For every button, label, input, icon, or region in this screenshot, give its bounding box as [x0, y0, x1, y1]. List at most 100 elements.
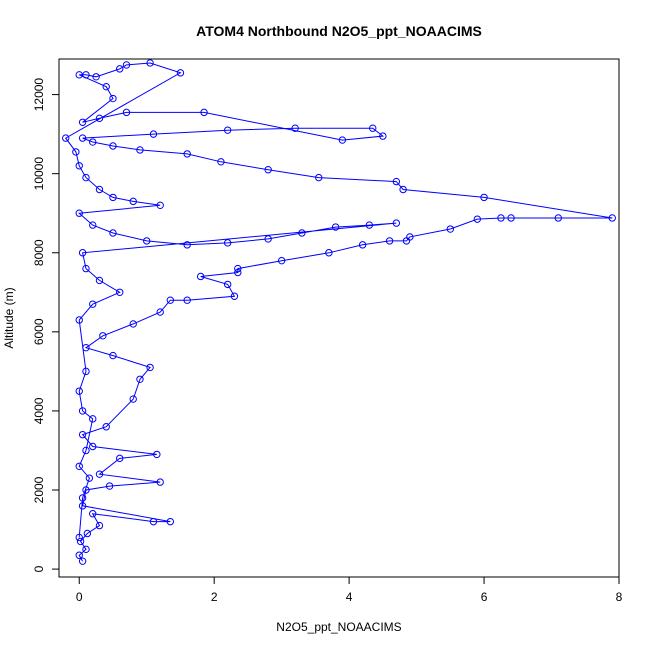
data-point	[183, 296, 191, 304]
series-line	[64, 62, 613, 562]
data-point	[223, 239, 232, 247]
data-point	[399, 185, 407, 194]
data-point	[146, 363, 154, 372]
data-point	[166, 296, 175, 304]
data-point	[116, 288, 124, 296]
data-point	[385, 237, 394, 245]
data-point	[331, 223, 340, 231]
data-point	[89, 300, 97, 308]
plot-frame	[58, 58, 620, 578]
data-point	[365, 221, 374, 229]
data-point	[83, 529, 92, 538]
data-point	[78, 118, 87, 126]
data-point	[507, 214, 515, 222]
data-point	[78, 430, 87, 439]
data-point	[122, 61, 131, 69]
data-point	[89, 510, 97, 518]
data-point	[78, 249, 87, 257]
y-axis-label: Altitude (m)	[2, 287, 16, 348]
data-point	[223, 126, 232, 134]
data-point	[298, 229, 306, 237]
data-point	[75, 316, 83, 324]
data-point	[446, 225, 455, 233]
data-point	[92, 73, 100, 81]
data-point	[78, 557, 87, 565]
y-tick-label: 10000	[32, 157, 46, 191]
data-point	[129, 197, 137, 206]
data-point	[95, 276, 104, 285]
data-point	[75, 551, 83, 559]
data-point	[82, 367, 90, 376]
y-tick-label: 2000	[32, 476, 46, 503]
data-point	[480, 193, 488, 202]
data-point	[156, 308, 164, 316]
data-point	[75, 162, 83, 170]
x-tick-label: 8	[616, 590, 623, 604]
data-point	[72, 148, 80, 156]
data-point	[156, 201, 164, 210]
x-tick-label: 4	[346, 590, 353, 604]
data-point	[89, 442, 97, 451]
y-tick-label: 0	[32, 565, 46, 572]
data-point	[78, 494, 87, 502]
y-tick-label: 6000	[32, 318, 46, 345]
data-point	[109, 193, 117, 202]
data-point	[129, 395, 137, 403]
data-point	[99, 332, 107, 340]
data-point	[82, 545, 90, 554]
data-point	[102, 423, 110, 431]
y-tick-label: 4000	[32, 397, 46, 424]
data-point	[109, 94, 117, 103]
data-point	[277, 256, 286, 265]
data-point	[264, 235, 272, 243]
data-point	[122, 108, 131, 117]
data-point	[89, 138, 97, 146]
data-point	[82, 264, 90, 273]
series-layer	[62, 59, 616, 565]
chart-title: ATOM4 Northbound N2O5_ppt_NOAACIMS	[196, 23, 482, 39]
data-point	[156, 478, 164, 486]
data-point	[95, 521, 104, 530]
x-tick-label: 6	[481, 590, 488, 604]
data-point	[358, 241, 367, 249]
y-tick-label: 12000	[32, 78, 46, 112]
data-point	[109, 351, 117, 360]
x-axis: 0 2 4 6 8	[76, 576, 623, 604]
data-point	[75, 387, 83, 395]
data-point	[82, 486, 90, 494]
data-point	[315, 173, 323, 182]
data-point	[149, 517, 158, 526]
data-point	[338, 136, 347, 144]
data-point	[183, 150, 191, 158]
data-point	[62, 134, 70, 142]
data-point	[89, 415, 97, 423]
data-point	[264, 166, 272, 174]
data-point	[105, 482, 114, 490]
data-point	[200, 108, 208, 117]
data-point	[82, 446, 90, 455]
data-point	[230, 292, 239, 300]
data-point	[82, 71, 90, 79]
data-point	[149, 130, 158, 138]
data-point	[176, 69, 185, 77]
data-point	[136, 375, 144, 383]
data-point	[82, 173, 90, 182]
data-point	[234, 264, 242, 273]
data-point	[85, 474, 94, 482]
data-point	[78, 502, 87, 510]
data-point	[196, 272, 205, 281]
data-point	[95, 185, 104, 194]
data-point	[109, 142, 117, 150]
data-point	[217, 158, 225, 166]
data-point	[129, 320, 137, 328]
data-point	[473, 215, 482, 223]
y-axis: 0 2000 4000 6000 8000 10000 12000	[32, 78, 60, 572]
data-point	[109, 229, 117, 237]
data-point	[116, 65, 124, 73]
data-point	[143, 237, 151, 245]
data-point	[95, 470, 104, 478]
data-point	[369, 124, 377, 132]
x-tick-label: 2	[211, 590, 218, 604]
data-point	[325, 249, 333, 257]
